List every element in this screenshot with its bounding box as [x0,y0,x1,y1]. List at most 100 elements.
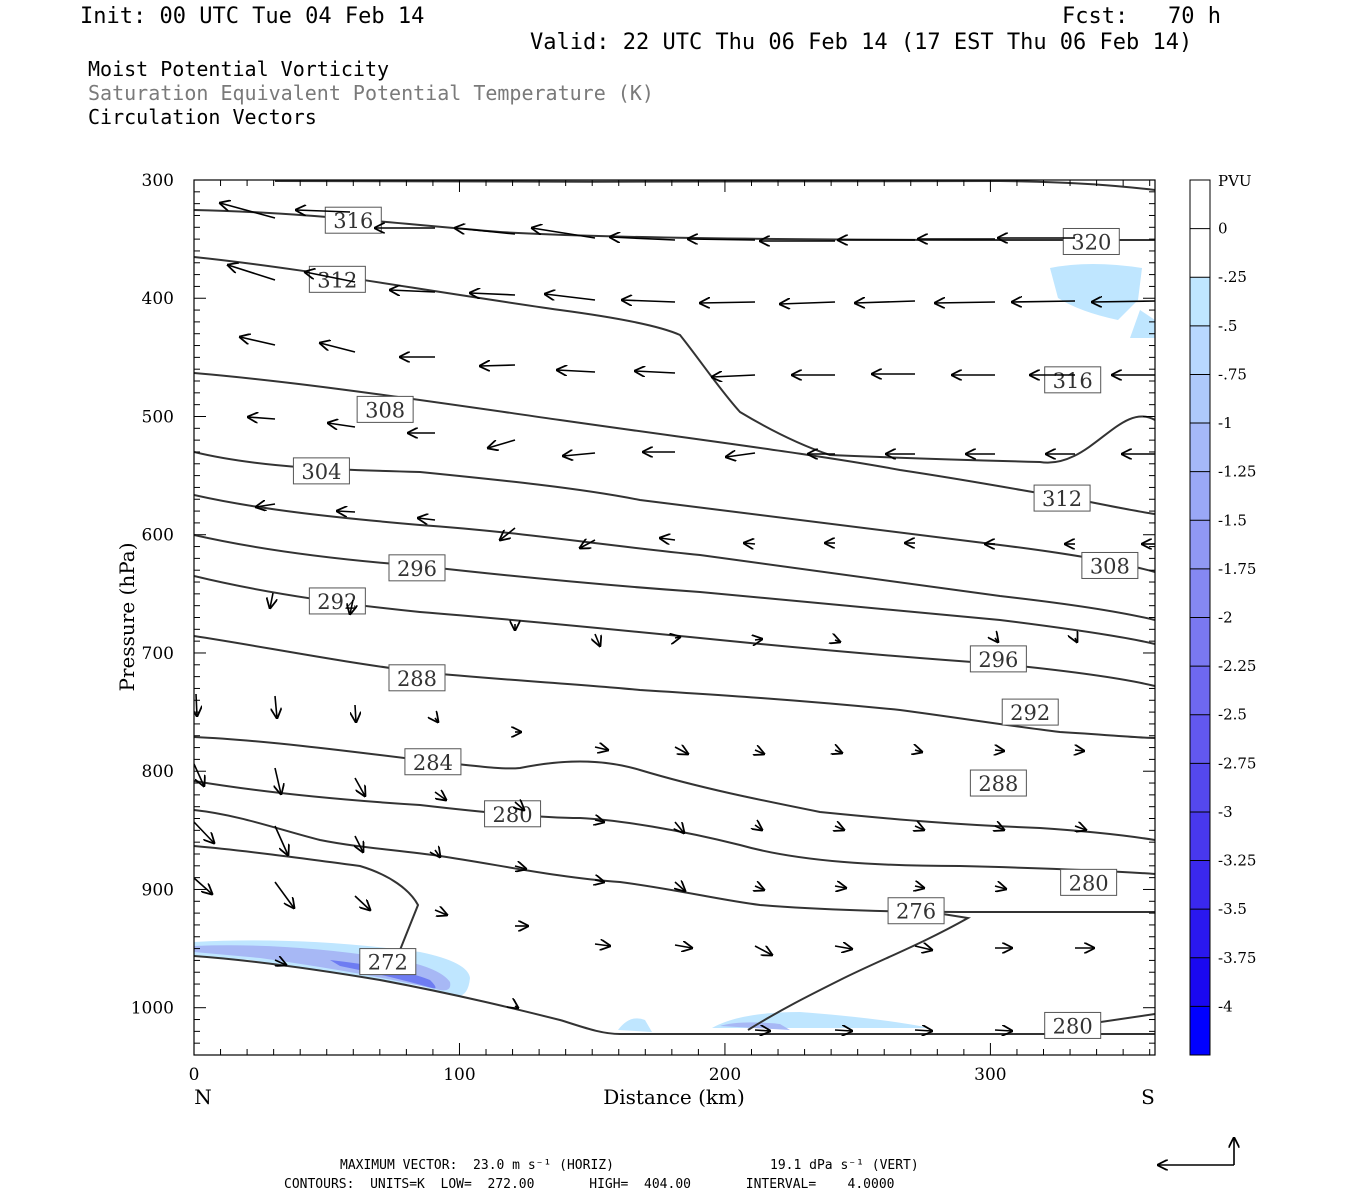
contour-304 [194,494,1155,621]
contour-label-box [388,664,446,692]
contour-label-box [1060,868,1118,896]
y-tick-label: 800 [142,762,174,782]
contour-label-box [1044,1011,1102,1039]
colorbar-swatch [1190,277,1210,327]
contour-label-box [388,554,446,582]
colorbar-swatch [1190,714,1210,764]
x-axis-label: Distance (km) [603,1085,745,1109]
colorbar-label: -.75 [1218,365,1247,383]
contour-276 [194,845,420,951]
colorbar-label: -2.5 [1218,706,1247,724]
colorbar-swatch [1190,374,1210,424]
colorbar-label: -.25 [1218,268,1247,286]
contour-label: 284 [413,751,453,775]
colorbar-swatch [1190,860,1210,910]
contour-280 [194,809,1155,914]
contour-label: 320 [1071,230,1111,254]
x-tick-label: 200 [709,1065,741,1085]
contour-300 [194,534,1155,645]
field-title-mpv: Moist Potential Vorticity [88,57,390,81]
colorbar-swatch [1190,957,1210,1007]
contour-label: 304 [301,460,341,484]
max-vector-horizontal: MAXIMUM VECTOR: 23.0 m s⁻¹ (HORIZ) [340,1158,614,1173]
contour-label-box [1001,698,1059,726]
contour-label: 316 [1053,369,1093,393]
x-tick-labels: 0 100 200 300 [189,1065,1007,1085]
y-tick-label: 1000 [131,999,174,1019]
contour-label-box [887,897,945,925]
colorbar-label: -1.25 [1218,463,1256,481]
init-time: Init: 00 UTC Tue 04 Feb 14 [80,4,425,29]
colorbar-title: PVU [1218,172,1252,190]
colorbar-swatch [1190,909,1210,959]
contour-label-box [1062,227,1120,255]
pv-area-surface-mid [618,1018,652,1032]
colorbar-swatch [1190,617,1210,667]
contour-label: 280 [1069,871,1109,895]
colorbar-label: -2.25 [1218,657,1256,675]
x-tick-label: 0 [189,1065,200,1085]
south-end-label: S [1141,1085,1155,1109]
colorbar-label: -1 [1218,414,1233,432]
forecast-hour: Fcst: 70 h [1062,4,1221,29]
contour-label-box [1044,366,1102,394]
contour-label-box [1033,484,1091,512]
contour-label: 316 [333,209,373,233]
colorbar-swatch [1190,1006,1210,1056]
contour-label: 296 [397,557,437,581]
y-tick-label: 700 [142,644,174,664]
colorbar-swatch [1190,763,1210,813]
contour-info: CONTOURS: UNITS=K LOW= 272.00 HIGH= 404.… [284,1177,895,1192]
contour-label: 280 [493,803,533,827]
circulation-vectors [194,203,1155,1031]
contour-312 [194,372,1155,515]
max-vector-vertical: 19.1 dPa s⁻¹ (VERT) [770,1158,919,1173]
contour-label-box [356,395,414,423]
contour-292 [194,635,1155,739]
contour-label-box [969,769,1027,797]
colorbar-label: -3.5 [1218,900,1247,918]
contour-label: 280 [1053,1014,1093,1038]
colorbar-swatch [1190,228,1210,278]
plot-frame [193,179,1156,1056]
contour-272 [194,955,621,1035]
contour-label: 296 [978,648,1018,672]
x-tick-label: 100 [443,1065,475,1085]
field-title-vectors: Circulation Vectors [88,105,317,129]
contour-labels: 3163203123163083123043082962922962882922… [292,206,1139,1039]
axis-ticks [193,179,1155,1056]
colorbar-swatch [1190,423,1210,473]
contour-284 [194,780,1155,875]
y-tick-label: 300 [142,171,174,191]
contour-label-box [359,948,417,976]
colorbar-swatch [1190,568,1210,618]
colorbar-label: -3.75 [1218,949,1256,967]
colorbar-swatch [1190,666,1210,716]
field-title-thetaes: Saturation Equivalent Potential Temperat… [88,81,654,105]
contour-276b [747,907,971,1031]
contour-label-box [1081,551,1139,579]
contour-label-box [292,457,350,485]
contour-label: 308 [1090,554,1130,578]
pv-area-upper-south-tail [1130,310,1155,338]
contour-label-box [969,645,1027,673]
contour-label-box [484,800,542,828]
x-tick-label: 300 [974,1065,1006,1085]
colorbar-label: -2 [1218,609,1233,627]
colorbar-swatch [1190,471,1210,521]
contour-label: 312 [1042,487,1082,511]
contour-label: 292 [1010,701,1050,725]
colorbar-label: -2.75 [1218,754,1256,772]
y-tick-label: 500 [142,407,174,427]
colorbar-label: -3.25 [1218,852,1256,870]
north-end-label: N [194,1085,212,1109]
contour-label: 276 [896,900,936,924]
contour-label-box [308,265,366,293]
y-tick-label: 600 [142,526,174,546]
colorbar-label: -4 [1218,997,1233,1015]
colorbar-swatch [1190,325,1210,375]
contour-label-box [404,748,462,776]
colorbar-swatch [1190,520,1210,570]
pv-area-upper-south [1050,264,1142,320]
